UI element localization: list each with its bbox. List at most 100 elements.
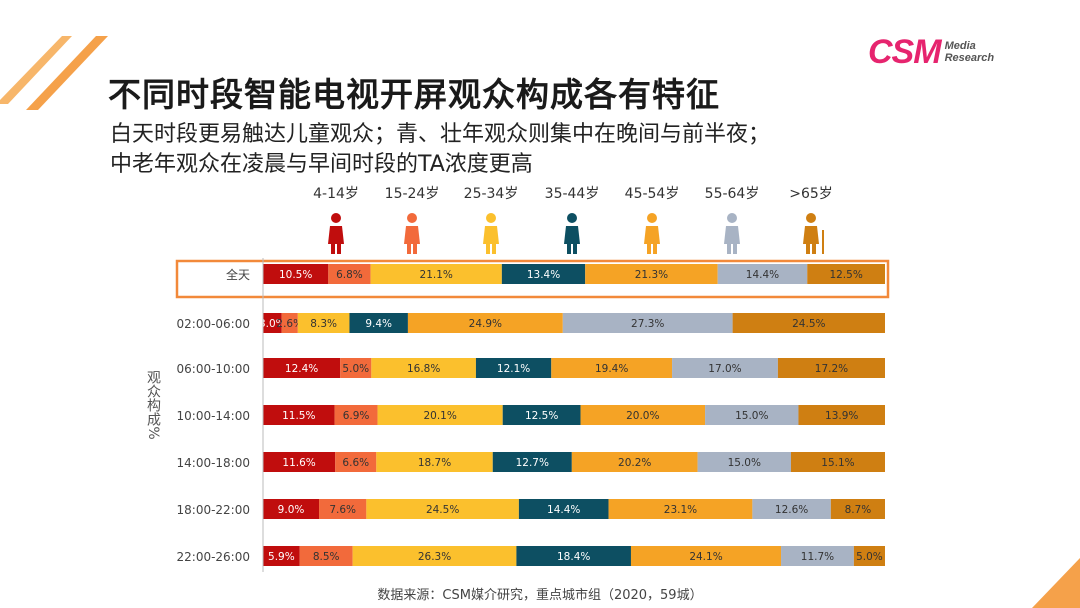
bar-label-0-3: 13.4% [527,269,560,281]
bar-label-2-2: 16.8% [407,363,440,375]
bar-0-5 [717,264,808,284]
category-label-1: 02:00-06:00 [177,317,251,331]
bar-label-5-5: 12.6% [775,504,808,516]
bar-label-2-1: 5.0% [342,363,369,375]
bar-label-6-2: 26.3% [418,551,451,563]
source-note: 数据来源：CSM媒介研究，重点城市组（2020，59城） [377,588,703,603]
bar-1-2 [297,313,350,333]
bar-label-1-2: 8.3% [310,318,337,330]
bar-4-5 [697,452,791,472]
corner-decoration [1032,558,1080,608]
decorative-stripes [0,36,108,110]
bar-2-4 [551,358,673,378]
bar-label-5-6: 8.7% [845,504,872,516]
logo-subtext: Media Research [945,40,995,64]
subtitle-line2: 中老年观众在凌晨与早间时段的TA浓度更高 [110,152,533,177]
bar-label-5-4: 23.1% [664,504,697,516]
bar-2-0 [263,358,341,378]
page-title: 不同时段智能电视开屏观众构成各有特征 [108,75,720,114]
bar-label-1-1: 2.6% [276,318,303,330]
person-icon-4 [644,213,660,254]
legend-label-5: 55-64岁 [705,186,760,202]
bar-3-1 [334,405,378,425]
bar-2-5 [672,358,778,378]
bar-1-5 [562,313,733,333]
bar-3-3 [502,405,581,425]
bar-label-3-1: 6.9% [343,410,370,422]
bar-5-2 [366,499,519,519]
bar-0-4 [585,264,718,284]
bar-4-0 [263,452,336,472]
category-label-3: 10:00-14:00 [177,409,251,423]
bar-5-6 [830,499,885,519]
bar-5-5 [752,499,831,519]
bar-label-4-5: 15.0% [728,457,761,469]
bar-label-1-0: 3.0% [259,318,286,330]
bar-label-6-4: 24.1% [689,551,722,563]
bar-3-4 [580,405,706,425]
bar-5-3 [518,499,609,519]
bar-6-1 [299,546,353,566]
person-icon-0 [328,213,344,254]
bar-2-2 [371,358,476,378]
bar-label-0-4: 21.3% [635,269,668,281]
bar-3-0 [263,405,335,425]
y-axis-label: 观众构成% [145,370,161,439]
person-icon-1 [404,213,420,254]
person-icon-2 [483,213,499,254]
category-label-0: 全天 [226,267,250,282]
bar-1-4 [407,313,563,333]
legend-label-4: 45-54岁 [625,186,680,202]
bar-0-0 [263,264,329,284]
bar-label-3-3: 12.5% [525,410,558,422]
bar-2-1 [340,358,372,378]
subtitle-line1: 白天时段更易触达儿童观众；青、壮年观众则集中在晚间与前半夜； [110,122,771,147]
bar-label-2-0: 12.4% [285,363,318,375]
logo-line2: Research [944,52,995,64]
bar-5-0 [263,499,320,519]
bar-6-6 [853,546,885,566]
legend-label-6: >65岁 [789,186,833,202]
legend-label-2: 25-34岁 [464,186,519,202]
logo-brand: CSM [868,32,942,71]
bar-label-3-5: 15.0% [735,410,768,422]
bar-0-2 [370,264,502,284]
logo-line1: Media [944,40,976,52]
bar-label-2-6: 17.2% [815,363,848,375]
bar-0-3 [501,264,586,284]
bar-label-6-1: 8.5% [313,551,340,563]
bar-0-1 [328,264,371,284]
bar-label-1-4: 24.9% [469,318,502,330]
bar-3-6 [798,405,885,425]
bar-2-3 [475,358,552,378]
bar-label-0-0: 10.5% [279,269,312,281]
bar-label-6-5: 11.7% [801,551,834,563]
legend-label-1: 15-24岁 [385,186,440,202]
bar-1-0 [263,313,282,333]
bar-5-1 [319,499,367,519]
bar-label-3-4: 20.0% [626,410,659,422]
bar-6-4 [630,546,782,566]
bar-label-5-2: 24.5% [426,504,459,516]
csm-logo: CSM Media Research [868,32,994,72]
bar-label-4-1: 6.6% [342,457,369,469]
bar-label-0-1: 6.8% [336,269,363,281]
bar-4-1 [335,452,377,472]
bar-2-6 [777,358,885,378]
legend-label-3: 35-44岁 [545,186,600,202]
bar-4-4 [571,452,698,472]
bar-5-4 [608,499,753,519]
person-icon-5 [724,213,740,254]
bar-6-2 [352,546,517,566]
bar-label-6-3: 18.4% [557,551,590,563]
bar-4-6 [790,452,885,472]
bar-label-0-6: 12.5% [829,269,862,281]
bar-label-3-2: 20.1% [423,410,456,422]
category-label-6: 22:00-26:00 [177,550,251,564]
bar-1-3 [349,313,408,333]
category-label-5: 18:00-22:00 [177,503,251,517]
bar-label-4-3: 12.7% [516,457,549,469]
bar-label-1-6: 24.5% [792,318,825,330]
bar-label-2-4: 19.4% [595,363,628,375]
